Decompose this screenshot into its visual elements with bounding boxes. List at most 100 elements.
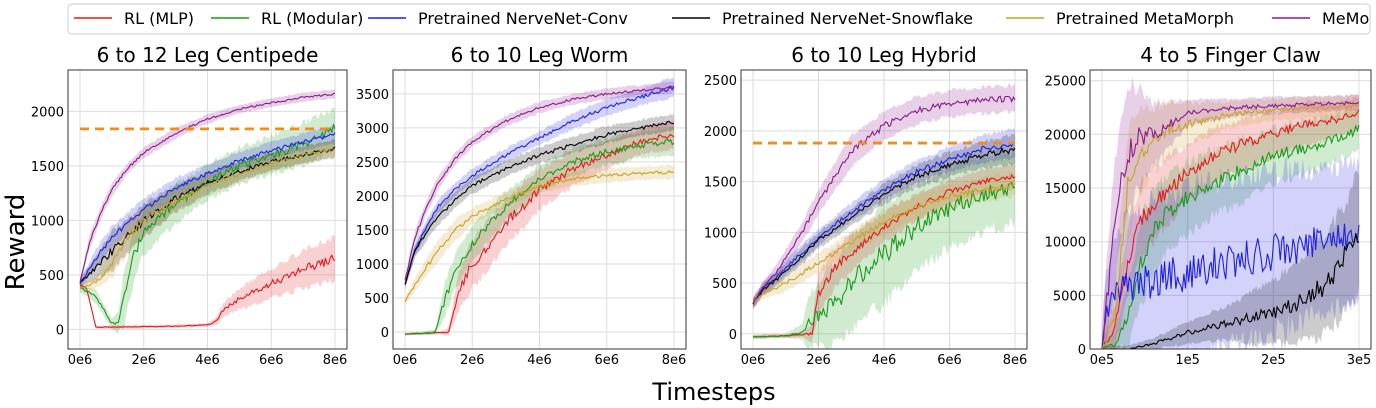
plot-area	[404, 77, 675, 336]
series-line-pretrained-nervenet-snowflake	[79, 146, 336, 284]
x-tick-label: 2e6	[806, 353, 831, 368]
x-tick-label: 2e6	[131, 353, 156, 368]
band-memo	[1102, 76, 1359, 349]
legend-label-pretrained-nervenet-snowflake: Pretrained NerveNet-Snowflake	[722, 9, 973, 28]
y-tick-label: 5000	[1053, 289, 1086, 304]
y-tick-label: 3500	[356, 88, 389, 103]
series-line-pretrained-nervenet-snowflake	[404, 120, 675, 285]
x-tick-label: 8e6	[1003, 353, 1028, 368]
y-tick-label: 0	[56, 323, 64, 338]
band-memo	[753, 83, 1015, 308]
y-tick-label: 15000	[1045, 182, 1086, 197]
y-tick-label: 2000	[704, 125, 737, 140]
y-tick-label: 1500	[704, 176, 737, 191]
series-line-pretrained-nervenet-snowflake	[752, 146, 1016, 305]
plot-area	[1101, 76, 1360, 349]
y-tick-label: 500	[364, 292, 389, 307]
y-tick-label: 10000	[1045, 236, 1086, 251]
series-line-memo	[79, 92, 336, 283]
axes-frame	[1089, 69, 1372, 350]
panel-title: 6 to 12 Leg Centipede	[97, 43, 319, 67]
x-tick-label: 2e5	[1261, 353, 1286, 368]
panel-6-to-10-leg-hybrid: 0 500 1000 1500 2000 2500 0e6 2e6 4e6 6e6 8e6 6 to …	[704, 43, 1028, 368]
band-pretrained-nervenet-conv	[1102, 155, 1359, 349]
x-tick-label: 0e6	[68, 353, 93, 368]
band-pretrained-nervenet-conv	[753, 128, 1015, 309]
series-line-pretrained-nervenet-conv	[1101, 223, 1360, 349]
band-rl-modular	[1102, 108, 1359, 349]
x-tick-label: 8e6	[662, 353, 687, 368]
axes-frame	[67, 69, 348, 350]
series-line-memo	[1101, 100, 1360, 345]
x-tick-label: 8e6	[323, 353, 348, 368]
series-line-pretrained-metamorph	[752, 181, 1016, 304]
series-line-memo	[404, 85, 675, 281]
legend-frame	[67, 3, 1371, 35]
series-line-rl-modular	[1101, 124, 1360, 349]
band-rl-mlp	[1102, 95, 1359, 349]
series-line-rl-mlp	[752, 173, 1016, 338]
y-tick-label: 500	[712, 277, 737, 292]
legend-label-pretrained-nervenet-conv: Pretrained NerveNet-Conv	[418, 9, 628, 28]
series-line-rl-modular	[404, 138, 675, 335]
series-line-memo	[752, 95, 1016, 305]
series-line-pretrained-metamorph	[1101, 103, 1360, 349]
x-tick-label: 1e5	[1175, 353, 1200, 368]
band-pretrained-nervenet-snowflake	[405, 113, 674, 289]
panel-title: 6 to 10 Leg Worm	[451, 43, 629, 67]
panel-4-to-5-finger-claw: 0 5000 10000 15000 20000 25000 0e5 1e5 2e5 3e5 4 t…	[1045, 43, 1372, 368]
x-tick-label: 3e5	[1347, 353, 1372, 368]
axes-frame	[740, 69, 1028, 350]
series-line-pretrained-nervenet-conv	[404, 86, 675, 285]
legend-label-memo: MeMo	[1322, 9, 1369, 28]
y-tick-label: 500	[39, 269, 64, 284]
band-rl-mlp	[753, 163, 1015, 343]
figure-ylabel: Reward	[1, 194, 31, 291]
x-tick-label: 2e6	[460, 353, 485, 368]
y-tick-label: 1000	[31, 214, 64, 229]
band-pretrained-metamorph	[405, 164, 674, 305]
y-tick-label: 1000	[356, 258, 389, 273]
y-tick-label: 25000	[1045, 75, 1086, 90]
legend-label-rl-modular: RL (Modular)	[261, 9, 363, 28]
x-tick-label: 6e6	[594, 353, 619, 368]
axes-frame	[392, 69, 687, 350]
band-pretrained-nervenet-conv	[405, 77, 674, 289]
panel-6-to-10-leg-worm: 0 500 1000 1500 2000 2500 3000 3500 0e6 2e6 4e6 6e6…	[356, 43, 687, 368]
y-tick-label: 0	[1078, 343, 1086, 358]
y-tick-label: 0	[381, 326, 389, 341]
y-tick-label: 1500	[356, 224, 389, 239]
plot-area	[752, 83, 1016, 349]
legend-label-rl-mlp: RL (MLP)	[124, 9, 194, 28]
series-line-rl-mlp	[79, 254, 336, 329]
band-rl-mlp	[405, 120, 674, 336]
band-pretrained-metamorph	[1102, 93, 1359, 349]
band-rl-modular	[80, 107, 335, 334]
y-tick-label: 0	[729, 328, 737, 343]
series-line-pretrained-nervenet-snowflake	[1101, 233, 1360, 349]
y-tick-label: 3000	[356, 122, 389, 137]
figure-xlabel: Timesteps	[651, 378, 775, 406]
legend-label-pretrained-metamorph: Pretrained MetaMorph	[1056, 9, 1234, 28]
series-line-rl-mlp	[1101, 109, 1360, 349]
x-tick-label: 4e6	[527, 353, 552, 368]
y-tick-label: 20000	[1045, 128, 1086, 143]
series-line-rl-modular	[752, 181, 1016, 338]
y-tick-label: 2500	[356, 156, 389, 171]
panel-title: 4 to 5 Finger Claw	[1140, 43, 1321, 67]
x-tick-label: 6e6	[937, 353, 962, 368]
band-rl-modular	[405, 126, 674, 336]
panel-6-to-12-leg-centipede: 0 500 1000 1500 2000 0e6 2e6 4e6 6e6 8e6 6 to 12 L…	[31, 43, 348, 368]
band-pretrained-nervenet-conv	[80, 124, 335, 288]
band-rl-mlp	[80, 234, 335, 330]
x-tick-label: 0e5	[1090, 353, 1115, 368]
y-tick-label: 2000	[31, 105, 64, 120]
legend: RL (MLP) RL (Modular) Pretrained NerveNet-…	[67, 3, 1371, 35]
x-tick-label: 4e6	[872, 353, 897, 368]
y-tick-label: 2500	[704, 74, 737, 89]
series-line-pretrained-metamorph	[79, 147, 336, 289]
series-line-pretrained-metamorph	[404, 170, 675, 303]
series-line-pretrained-nervenet-conv	[79, 132, 336, 285]
y-tick-label: 1500	[31, 160, 64, 175]
panels: 0 500 1000 1500 2000 0e6 2e6 4e6 6e6 8e6 6 to 12 L…	[31, 43, 1372, 368]
